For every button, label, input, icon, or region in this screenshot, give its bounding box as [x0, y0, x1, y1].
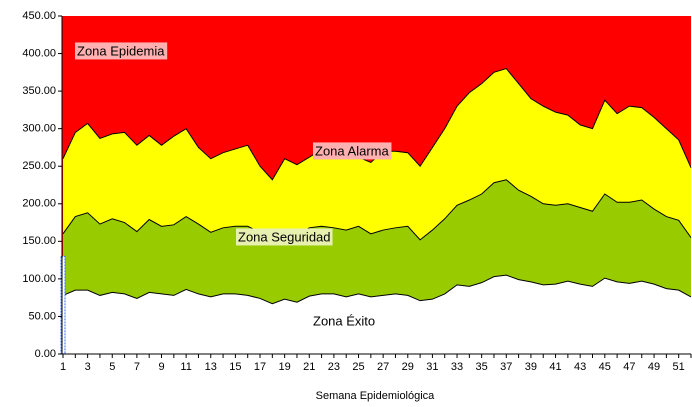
- x-tick-label: 43: [574, 361, 586, 373]
- y-tick-label: 450.00: [22, 10, 56, 22]
- zone-label: Zona Alarma: [315, 143, 389, 158]
- y-tick-label: 300.00: [22, 123, 56, 135]
- y-tick-label: 350.00: [22, 85, 56, 97]
- zone-label: Zona Epidemia: [77, 43, 165, 58]
- x-tick-label: 1: [60, 361, 66, 373]
- y-tick-label: 250.00: [22, 160, 56, 172]
- zone-label-bg: [313, 142, 392, 160]
- zone-label: Zona Éxito: [313, 313, 375, 328]
- y-tick-label: 0.00: [35, 348, 56, 360]
- x-tick-label: 29: [402, 361, 414, 373]
- y-tick-label: 400.00: [22, 47, 56, 59]
- x-tick-label: 17: [254, 361, 266, 373]
- x-tick-label: 3: [85, 361, 91, 373]
- x-tick-label: 11: [180, 361, 191, 373]
- x-tick-label: 33: [451, 361, 463, 373]
- x-tick-label: 47: [623, 361, 635, 373]
- x-tick-label: 13: [205, 361, 217, 373]
- x-axis-label: Semana Epidemiológica: [316, 390, 436, 402]
- x-tick-label: 25: [352, 361, 364, 373]
- y-tick-label: 200.00: [22, 198, 56, 210]
- x-tick-label: 31: [426, 361, 438, 373]
- zone-boundary: [62, 179, 692, 241]
- x-tick-label: 41: [549, 361, 561, 373]
- y-tick-label: 50.00: [28, 310, 56, 322]
- zone-boundary: [62, 274, 692, 305]
- x-tick-label: 35: [476, 361, 488, 373]
- x-tick-label: 21: [303, 361, 315, 373]
- x-tick-label: 45: [599, 361, 611, 373]
- x-tick-label: 15: [229, 361, 241, 373]
- x-tick-label: 23: [328, 361, 340, 373]
- zone-label-bg: [75, 42, 168, 60]
- y-tick-label: 100.00: [22, 273, 56, 285]
- x-tick-label: 49: [648, 361, 660, 373]
- zone-label-bg: [311, 312, 378, 330]
- x-tick-label: 9: [158, 361, 164, 373]
- y-tick-label: 150.00: [22, 235, 56, 247]
- x-tick-label: 37: [500, 361, 512, 373]
- x-tick-label: 7: [134, 361, 140, 373]
- x-tick-label: 5: [109, 361, 115, 373]
- zone-label: Zona Seguridad: [238, 229, 331, 244]
- x-tick-label: 51: [673, 361, 685, 373]
- x-tick-label: 39: [525, 361, 537, 373]
- x-tick-label: 27: [377, 361, 389, 373]
- zone-label-bg: [236, 228, 333, 246]
- x-tick-label: 19: [279, 361, 291, 373]
